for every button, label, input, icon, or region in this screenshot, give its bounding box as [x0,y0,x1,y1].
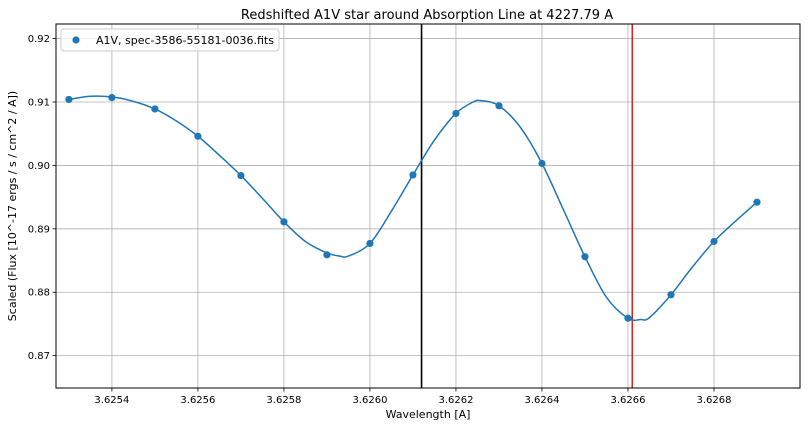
data-point [409,171,417,179]
data-point [538,159,546,168]
data-point [495,102,503,110]
data-points [65,93,761,322]
x-tick-label: 3.6264 [524,395,559,406]
x-tick-label: 3.6258 [266,395,301,406]
x-tick-label: 3.6256 [180,395,215,406]
reference-lines [420,24,634,388]
data-point [194,132,202,140]
x-tick-label: 3.6262 [438,395,473,406]
data-point [667,291,675,299]
data-point [452,109,460,118]
x-tick-label: 3.6266 [610,395,645,406]
x-axis-label: Wavelength [A] [386,408,471,421]
plot-area [56,24,800,388]
x-tick-label: 3.6268 [696,395,731,406]
x-tick-label: 3.6260 [352,395,387,406]
data-point [710,237,718,246]
y-tick-label: 0.91 [28,98,50,109]
data-point [280,218,288,226]
data-point [108,93,116,102]
grid [56,24,800,388]
y-tick-label: 0.90 [28,161,50,172]
data-point [581,253,589,261]
data-point [366,239,374,248]
y-tick-label: 0.89 [28,224,50,235]
legend-box [60,28,280,52]
data-point [151,105,159,113]
legend-label: A1V, spec-3586-55181-0036.fits [96,34,274,47]
legend: A1V, spec-3586-55181-0036.fits [60,28,280,52]
data-point [65,95,73,104]
data-point [323,251,331,259]
chart-title: Redshifted A1V star around Absorption Li… [241,8,613,23]
y-axis-ticks: 0.87 0.88 0.89 0.90 0.91 0.92 [28,34,56,362]
plot-frame [55,23,801,389]
data-point [753,198,761,206]
y-tick-label: 0.87 [28,351,50,362]
y-axis-label: Scaled (Flux [10^-17 ergs / s / cm^2 / A… [6,91,19,321]
x-axis-ticks: 3.6254 3.6256 3.6258 3.6260 3.6262 3.6264 3.62… [94,388,731,406]
y-tick-label: 0.88 [28,288,50,299]
data-point [624,314,632,322]
legend-marker [72,36,80,44]
y-tick-label: 0.92 [28,34,50,45]
data-point [237,171,245,180]
x-tick-label: 3.6254 [94,395,129,406]
